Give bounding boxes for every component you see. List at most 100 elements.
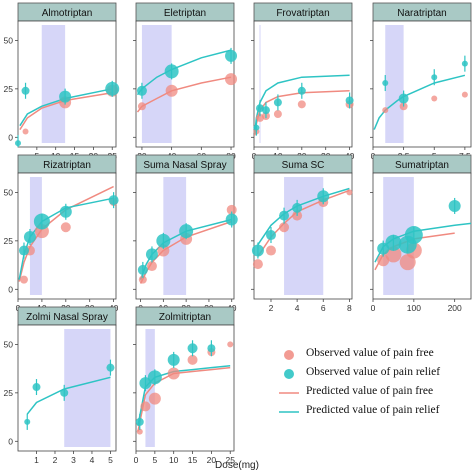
observed-pain-relief-point: [106, 363, 115, 372]
y-tick-label: 25: [4, 84, 14, 94]
panel-plot-area: [253, 20, 353, 148]
observed-pain-free-point: [385, 246, 402, 263]
observed-pain-relief-point: [225, 49, 238, 62]
observed-pain-relief-point: [385, 234, 402, 251]
panel-frovatriptan: Frovatriptan010203040: [251, 2, 355, 161]
observed-pain-relief-point: [156, 233, 171, 248]
observed-pain-relief-point: [21, 86, 30, 95]
predicted-pain-relief-line: [26, 376, 111, 415]
predicted-pain-free-line: [19, 91, 113, 131]
observed-pain-relief-point: [317, 190, 330, 203]
legend: Observed value of pain free Observed val…: [278, 346, 472, 422]
observed-pain-relief-point: [60, 388, 69, 397]
observed-pain-relief-point: [137, 264, 148, 275]
observed-pain-free-point: [138, 275, 147, 284]
panel-title: Suma Nasal Spray: [143, 160, 226, 171]
observed-pain-free-point: [137, 102, 146, 111]
observed-pain-relief-point: [135, 417, 144, 426]
x-tick-label: 3: [71, 455, 76, 465]
observed-pain-free-point: [431, 95, 438, 102]
observed-pain-relief-point: [59, 205, 72, 218]
x-tick-label: 2: [53, 455, 58, 465]
observed-pain-relief-point: [253, 124, 260, 131]
legend-entry-observed-pain-relief: Observed value of pain relief: [278, 365, 472, 384]
panel-rizatriptan: Rizatriptan02550010203040: [4, 154, 119, 313]
observed-pain-relief-point: [265, 230, 276, 241]
y-tick-label: 0: [8, 132, 13, 142]
observed-pain-free-point: [279, 222, 290, 233]
y-tick-label: 50: [4, 339, 14, 349]
observed-pain-free-point: [346, 189, 353, 196]
y-tick-label: 50: [4, 35, 14, 45]
x-tick-label: 20: [207, 455, 217, 465]
x-tick-label: 2: [269, 303, 274, 313]
legend-symbol-predicted-pain-relief: [279, 411, 299, 413]
panel-almotriptan: Almotriptan02550510152025: [4, 2, 120, 161]
dose-band: [141, 25, 172, 143]
legend-dot-pain-relief: [284, 369, 294, 379]
panel-title: Frovatriptan: [276, 8, 329, 19]
observed-pain-free-point: [187, 354, 198, 365]
y-tick-label: 50: [4, 187, 14, 197]
panel-title: Suma SC: [282, 160, 325, 171]
observed-pain-relief-point: [15, 140, 21, 147]
panel-eletriptan: Eletriptan20406080: [133, 2, 238, 161]
observed-pain-relief-point: [145, 248, 158, 261]
observed-pain-free-point: [382, 107, 389, 114]
observed-pain-free-point: [136, 428, 143, 435]
observed-pain-relief-point: [59, 90, 72, 103]
panel-title: Zolmitriptan: [159, 312, 211, 323]
observed-pain-free-point: [461, 91, 468, 98]
observed-pain-relief-point: [136, 85, 147, 96]
observed-pain-free-point: [60, 222, 71, 233]
observed-pain-free-point: [273, 110, 282, 119]
panel-title: Almotriptan: [42, 8, 93, 19]
observed-pain-relief-point: [32, 383, 41, 392]
legend-dot-pain-free: [284, 350, 294, 360]
observed-pain-free-point: [226, 204, 237, 215]
x-tick-label: 200: [448, 303, 462, 313]
observed-pain-relief-point: [261, 106, 270, 115]
panel-title: Eletriptan: [164, 8, 206, 19]
observed-pain-relief-point: [108, 195, 119, 206]
x-tick-label: 4: [295, 303, 300, 313]
observed-pain-relief-point: [225, 213, 238, 226]
observed-pain-free-point: [265, 245, 276, 256]
observed-pain-relief-point: [18, 245, 29, 256]
predicted-pain-relief-line: [19, 88, 113, 127]
observed-pain-free-point: [157, 244, 170, 257]
observed-pain-free-point: [297, 100, 306, 109]
x-tick-label: 0: [371, 303, 376, 313]
legend-entry-predicted-pain-relief: Predicted value of pain relief: [278, 403, 472, 422]
observed-pain-relief-point: [398, 93, 409, 104]
dose-band: [259, 25, 261, 143]
observed-pain-relief-point: [139, 377, 152, 390]
legend-label-predicted-pain-free: Predicted value of pain free: [306, 385, 434, 397]
legend-symbol-observed-pain-free: [284, 350, 294, 360]
observed-pain-free-point: [146, 261, 157, 272]
observed-pain-relief-point: [382, 80, 389, 87]
observed-pain-relief-point: [279, 210, 290, 221]
observed-pain-free-point: [22, 128, 29, 135]
x-tick-label: 6: [321, 303, 326, 313]
dose-band: [29, 177, 42, 295]
panel-title: Sumatriptan: [395, 160, 449, 171]
observed-pain-relief-point: [297, 86, 306, 95]
observed-pain-relief-point: [431, 74, 438, 81]
legend-label-observed-pain-relief: Observed value of pain relief: [306, 366, 441, 378]
panel-naratriptan: Naratriptan02.557.5: [370, 2, 472, 161]
dose-band: [284, 177, 324, 295]
x-tick-label: 8: [347, 303, 352, 313]
observed-pain-free-point: [227, 341, 234, 348]
observed-pain-relief-point: [23, 230, 36, 243]
panel-sumatriptan: Sumatriptan 0 100 200: [370, 154, 472, 313]
x-tick-label: 1: [34, 455, 39, 465]
panel-plot-area: [17, 20, 117, 148]
legend-symbol-predicted-pain-free: [279, 392, 299, 394]
observed-pain-free-point: [165, 84, 178, 97]
observed-pain-relief-point: [33, 213, 50, 230]
observed-pain-relief-point: [179, 224, 194, 239]
panel-title: Zolmi Nasal Spray: [26, 312, 108, 323]
panel-suma-nasal-spray: Suma Nasal Spray010203040: [133, 154, 238, 313]
observed-pain-free-point: [167, 367, 180, 380]
